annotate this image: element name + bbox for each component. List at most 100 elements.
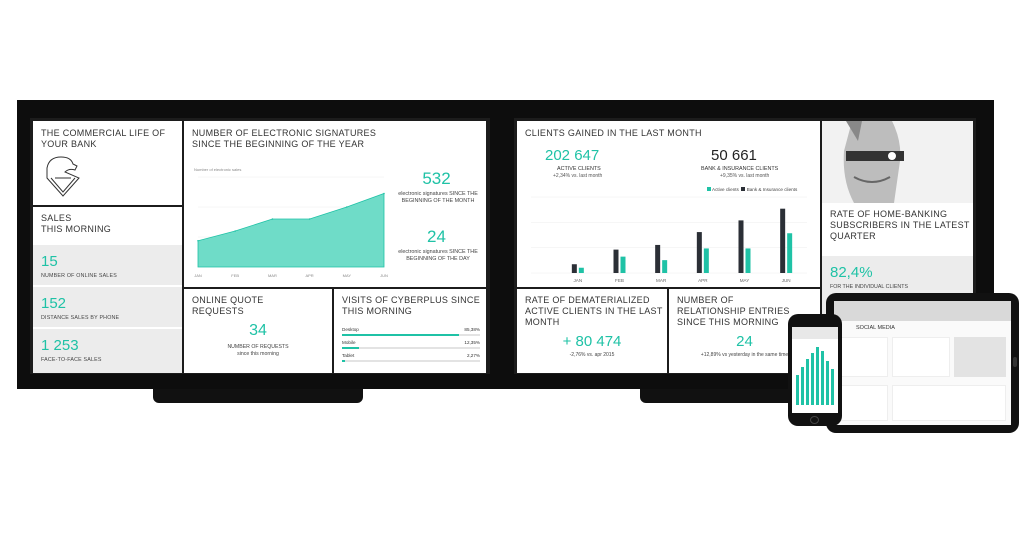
sales-item-face: 1 253 FACE-TO-FACE SALES [33,329,182,373]
right-monitor-stand [640,389,810,403]
visits-row-pct: 12,35% [464,340,480,345]
tablet-card [840,385,888,421]
phone-bar [801,367,804,405]
legend-active: Active clients [712,187,739,192]
face-sales-value: 1 253 [41,337,79,354]
active-clients-sub: +2,34% vs. last month [553,173,603,179]
signatures-panel: NUMBER OF ELECTRONIC SIGNATURES SINCE TH… [184,121,486,287]
phone-header [792,327,838,339]
area-point [197,239,199,242]
phone-bar [811,353,814,405]
visits-fill [342,334,460,336]
chart-legend: Active clients Bank & Insurance clients [707,187,797,192]
area-point [346,206,348,208]
tablet-section-title: SOCIAL MEDIA [856,325,895,331]
bank-clients-label: BANK & INSURANCE CLIENTS [701,166,779,172]
signatures-area [197,192,385,268]
active-clients-label: ACTIVE CLIENTS [557,166,601,172]
signatures-month-value: 532 [422,169,451,188]
phone-bar [826,361,829,405]
signatures-title: NUMBER OF ELECTRONIC SIGNATURES SINCE TH… [192,128,377,149]
quotes-value: 34 [249,322,267,339]
area-x-tick: JUN [380,273,388,278]
bar-bank [655,244,661,273]
bar-active [662,260,668,273]
tablet-card [840,337,888,377]
homebanking-value: 82,4% [830,264,873,281]
face-sales-label: FACE-TO-FACE SALES [41,357,102,363]
area-x-tick: MAY [343,273,352,278]
dematerialized-value: + 80 474 [562,333,622,350]
area-x-tick: APR [305,273,313,278]
dematerialized-panel: RATE OF DEMATERIALIZED ACTIVE CLIENTS IN… [517,289,667,373]
dematerialized-sub: -2,76% vs. apr 2015 [569,352,615,358]
visits-row-tablet: Tablet 2,27% [342,353,480,365]
signatures-month-label: electronic signatures SINCE THE BEGINNIN… [398,191,478,204]
bar-active [578,267,584,273]
visits-row-name: Mobile [342,340,356,345]
online-sales-label: NUMBER OF ONLINE SALES [41,273,117,279]
mascot-portrait [822,121,973,203]
phone-bar [821,351,824,405]
bar-bank [780,208,786,273]
active-clients-value: 202 647 [545,147,600,164]
legend-swatch-bank [741,187,746,191]
bar-active [787,233,793,273]
left-monitor-stand [153,389,363,403]
bar-bank [571,264,577,273]
bar-bank [696,232,702,273]
visits-title: VISITS OF CYBERPLUS SINCE THIS MORNING [342,295,481,316]
area-point [234,230,236,232]
quotes-sub: since this morning [237,351,279,357]
visits-row-name: Tablet [342,353,355,358]
bank-clients-sub: +9,35% vs. last month [720,173,770,179]
tablet-card-image [954,337,1006,377]
bar-x-tick: MAY [740,278,750,283]
tablet-home-button[interactable] [1013,357,1017,367]
bar-bank [738,220,744,273]
sales-title: SALES THIS MORNING [41,213,112,234]
clients-title: CLIENTS GAINED IN THE LAST MONTH [525,128,702,138]
tablet-header [834,301,1011,321]
bar-x-tick: APR [698,278,708,283]
quotes-panel: ONLINE QUOTE REQUESTS 34 NUMBER OF REQUE… [184,289,332,373]
online-sales-value: 15 [41,253,58,270]
relationship-value: 24 [736,333,753,350]
visits-fill [342,360,345,362]
visits-row-name: Desktop [342,327,359,332]
left-screen: THE COMMERCIAL LIFE OF YOUR BANK SALES T… [30,118,490,374]
tablet-device: SOCIAL MEDIA [826,293,1019,433]
tablet-card [892,385,1006,421]
relationship-sub: +12,89% vs yesterday in the same time [700,352,789,358]
area-point [383,192,385,195]
tablet-card [892,337,950,377]
bar-bank [613,249,619,273]
phone-home-button[interactable] [810,416,819,424]
visits-panel: VISITS OF CYBERPLUS SINCE THIS MORNING D… [334,289,486,373]
dematerialized-title: RATE OF DEMATERIALIZED ACTIVE CLIENTS IN… [525,295,663,327]
visits-row-pct: 2,27% [466,353,480,358]
legend-swatch-active [707,187,711,191]
clients-bar-chart: JAN FEB MAR APR MAY JUN [531,196,807,283]
quotes-title: ONLINE QUOTE REQUESTS [192,295,264,316]
bar-x-tick: MAR [656,278,667,283]
relationship-title: NUMBER OF RELATIONSHIP ENTRIES SINCE THI… [677,295,790,327]
area-x-tick: FEB [231,273,239,278]
phone-bar [831,369,834,405]
sales-panel: SALES THIS MORNING 15 NUMBER OF ONLINE S… [33,207,182,373]
brand-title: THE COMMERCIAL LIFE OF YOUR BANK [41,128,166,149]
bank-logo-icon [46,156,80,197]
phone-sales-value: 152 [41,295,67,312]
phone-device [788,314,842,426]
bar-active [620,256,626,273]
visits-fill [342,347,359,349]
phone-sales-label: DISTANCE SALES BY PHONE [41,315,120,321]
bar-active [745,248,751,273]
tablet-screen: SOCIAL MEDIA [834,301,1011,425]
visits-row-mobile: Mobile 12,35% [342,340,480,352]
mascot-face-icon [843,121,904,203]
area-x-tick: JAN [194,273,202,278]
visits-row-pct: 85,38% [464,327,480,332]
area-point [308,218,311,220]
phone-bar [806,359,809,405]
